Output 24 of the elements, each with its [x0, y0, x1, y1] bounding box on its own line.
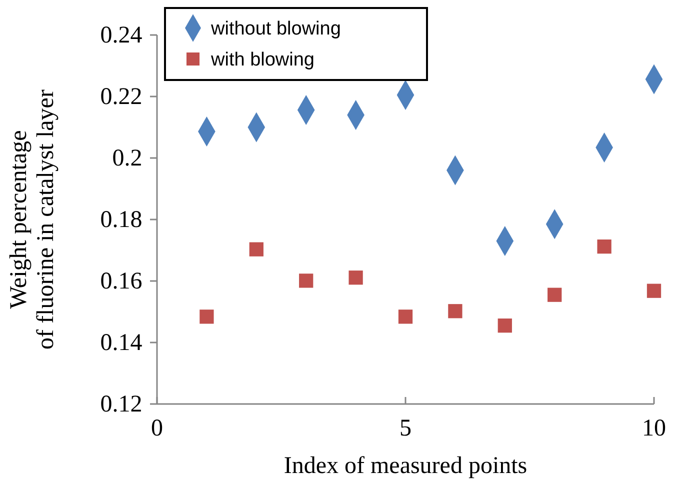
- y-tick-label: 0.14: [100, 330, 142, 356]
- y-tick-label: 0.16: [100, 268, 142, 295]
- point: [548, 288, 562, 302]
- point: [299, 274, 314, 288]
- point: [448, 304, 462, 318]
- y-tick-label: 0.18: [100, 207, 142, 234]
- y-tick-label: 0.22: [100, 84, 142, 110]
- y-tick-label: 0.2: [112, 146, 142, 172]
- point: [498, 318, 512, 333]
- point: [646, 284, 662, 298]
- y-axis-title: Weight percentage of fluorine in catalyst layer: [6, 90, 59, 350]
- point: [200, 310, 214, 324]
- x-tick-label: 0: [151, 416, 163, 442]
- legend-label: with blowing: [210, 50, 314, 71]
- x-axis-title: Index of measured points: [284, 453, 528, 479]
- point: [597, 239, 612, 254]
- legend-label: without blowing: [210, 18, 341, 40]
- point: [249, 242, 264, 256]
- point: [348, 270, 363, 285]
- y-tick-label: 0.24: [100, 22, 142, 49]
- point: [398, 310, 413, 324]
- x-tick-label: 5: [400, 416, 412, 442]
- x-tick-label: 10: [642, 416, 666, 442]
- y-tick-label: 0.12: [100, 392, 142, 418]
